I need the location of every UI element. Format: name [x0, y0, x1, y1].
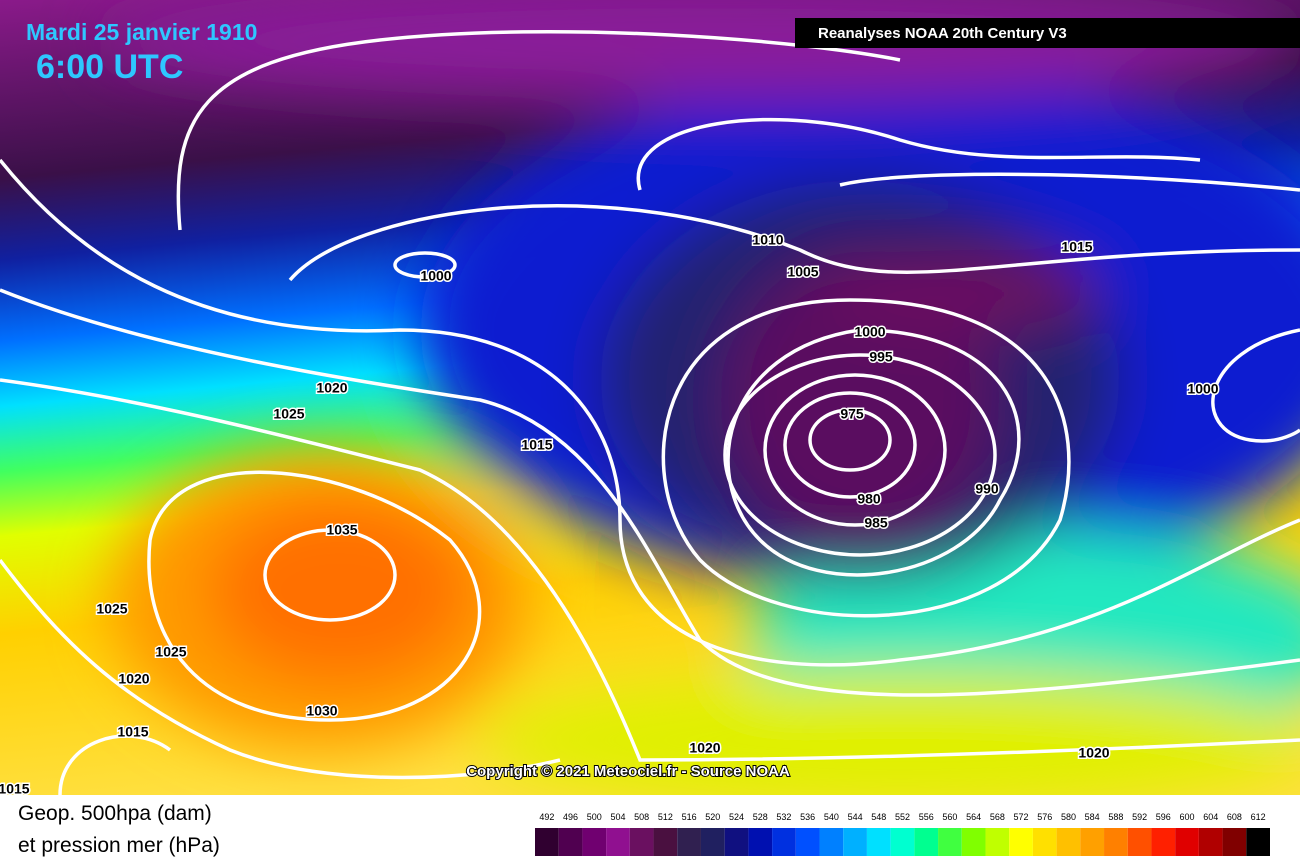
- scale-label: 568: [990, 812, 1005, 822]
- scale-label: 600: [1180, 812, 1195, 822]
- scale-swatch: [724, 828, 749, 856]
- scale-swatch: [1222, 828, 1247, 856]
- isobar-label: 1010: [752, 232, 783, 248]
- scale-label: 588: [1108, 812, 1123, 822]
- scale-label: 512: [658, 812, 673, 822]
- scale-swatch: [985, 828, 1010, 856]
- scale-label: 584: [1085, 812, 1100, 822]
- scale-swatch: [1009, 828, 1033, 856]
- isobar-label: 1015: [521, 437, 552, 453]
- scale-swatch: [914, 828, 939, 856]
- scale-label: 580: [1061, 812, 1076, 822]
- isobar-label: 1005: [787, 264, 818, 280]
- scale-label: 524: [729, 812, 744, 822]
- scale-label: 536: [800, 812, 815, 822]
- scale-swatch: [653, 828, 678, 856]
- scale-swatch: [1175, 828, 1199, 856]
- scale-label: 508: [634, 812, 649, 822]
- isobars: [0, 29, 1300, 796]
- scale-label: 492: [539, 812, 554, 822]
- scale-label: 604: [1203, 812, 1218, 822]
- isobar-label: 1025: [96, 601, 127, 617]
- scale-label: 496: [563, 812, 578, 822]
- scale-swatch: [582, 828, 607, 856]
- scale-label: 592: [1132, 812, 1147, 822]
- map-date: Mardi 25 janvier 1910: [26, 19, 257, 45]
- isobar-label: 1025: [273, 406, 304, 422]
- scale-swatch: [890, 828, 915, 856]
- scale-label: 540: [824, 812, 839, 822]
- scale-swatch: [795, 828, 820, 856]
- scale-swatch: [1127, 828, 1152, 856]
- map-time: 6:00 UTC: [36, 48, 183, 86]
- isobar-label: 1000: [854, 324, 885, 340]
- scale-label: 528: [753, 812, 768, 822]
- scale-swatch: [819, 828, 844, 856]
- scale-label: 504: [610, 812, 625, 822]
- isobar-label: 1020: [1078, 745, 1109, 761]
- scale-label: 516: [682, 812, 697, 822]
- scale-swatch: [535, 828, 559, 856]
- isobar-label: 1020: [118, 671, 149, 687]
- scale-label: 564: [966, 812, 981, 822]
- isobar-label: 990: [975, 481, 999, 497]
- isobar-label: 1020: [316, 380, 347, 396]
- scale-swatch: [1080, 828, 1105, 856]
- source: Reanalyses NOAA 20th Century V3: [818, 25, 1067, 42]
- scale-label: 576: [1037, 812, 1052, 822]
- color-scale: 492 496 500 504 508 512 516 520 524 528 532 536 540 5…: [535, 812, 1270, 856]
- isobar-label: 985: [864, 515, 888, 531]
- scale-swatch: [843, 828, 867, 856]
- scale-swatch: [1151, 828, 1176, 856]
- scale-swatch: [1246, 828, 1270, 856]
- scale-label: 560: [942, 812, 957, 822]
- scale-swatch: [1104, 828, 1128, 856]
- isobar-label: 1035: [326, 522, 357, 538]
- scale-label: 612: [1251, 812, 1266, 822]
- isobar-label: 1025: [155, 644, 186, 660]
- scale-swatch: [1198, 828, 1223, 856]
- scale-label: 532: [776, 812, 791, 822]
- isobar-label: 1015: [1061, 239, 1092, 255]
- legend-title: et pression mer (hPa): [18, 834, 220, 857]
- copyright: Copyright © 2021 Meteociel.fr - Source N…: [466, 763, 790, 780]
- isobar-label: 1015: [117, 724, 148, 740]
- scale-swatch: [700, 828, 725, 856]
- scale-label: 500: [587, 812, 602, 822]
- legend-title: Geop. 500hpa (dam): [18, 802, 212, 825]
- isobar-label: 975: [840, 406, 864, 422]
- isobar-label: 1000: [420, 268, 451, 284]
- scale-label: 548: [871, 812, 886, 822]
- scale-label: 544: [848, 812, 863, 822]
- scale-swatch: [1032, 828, 1057, 856]
- scale-label: 572: [1014, 812, 1029, 822]
- isobar-label: 1000: [1187, 381, 1218, 397]
- scale-label: 520: [705, 812, 720, 822]
- scale-swatch: [606, 828, 630, 856]
- scale-swatch: [938, 828, 962, 856]
- source-box: [795, 18, 1300, 48]
- scale-swatch: [772, 828, 796, 856]
- isobar-label: 1020: [689, 740, 720, 756]
- scale-label: 596: [1156, 812, 1171, 822]
- scale-label: 552: [895, 812, 910, 822]
- scale-swatch: [558, 828, 583, 856]
- isobar-label: 1015: [0, 781, 30, 797]
- isobar-label: 995: [869, 349, 893, 365]
- scale-swatch: [748, 828, 773, 856]
- scale-swatch: [677, 828, 701, 856]
- scale-label: 556: [919, 812, 934, 822]
- isobar-label: 1030: [306, 703, 337, 719]
- scale-swatch: [961, 828, 986, 856]
- isobar-label: 980: [857, 491, 881, 507]
- scale-swatch: [629, 828, 654, 856]
- scale-swatch: [866, 828, 891, 856]
- scale-swatch: [1056, 828, 1081, 856]
- scale-label: 608: [1227, 812, 1242, 822]
